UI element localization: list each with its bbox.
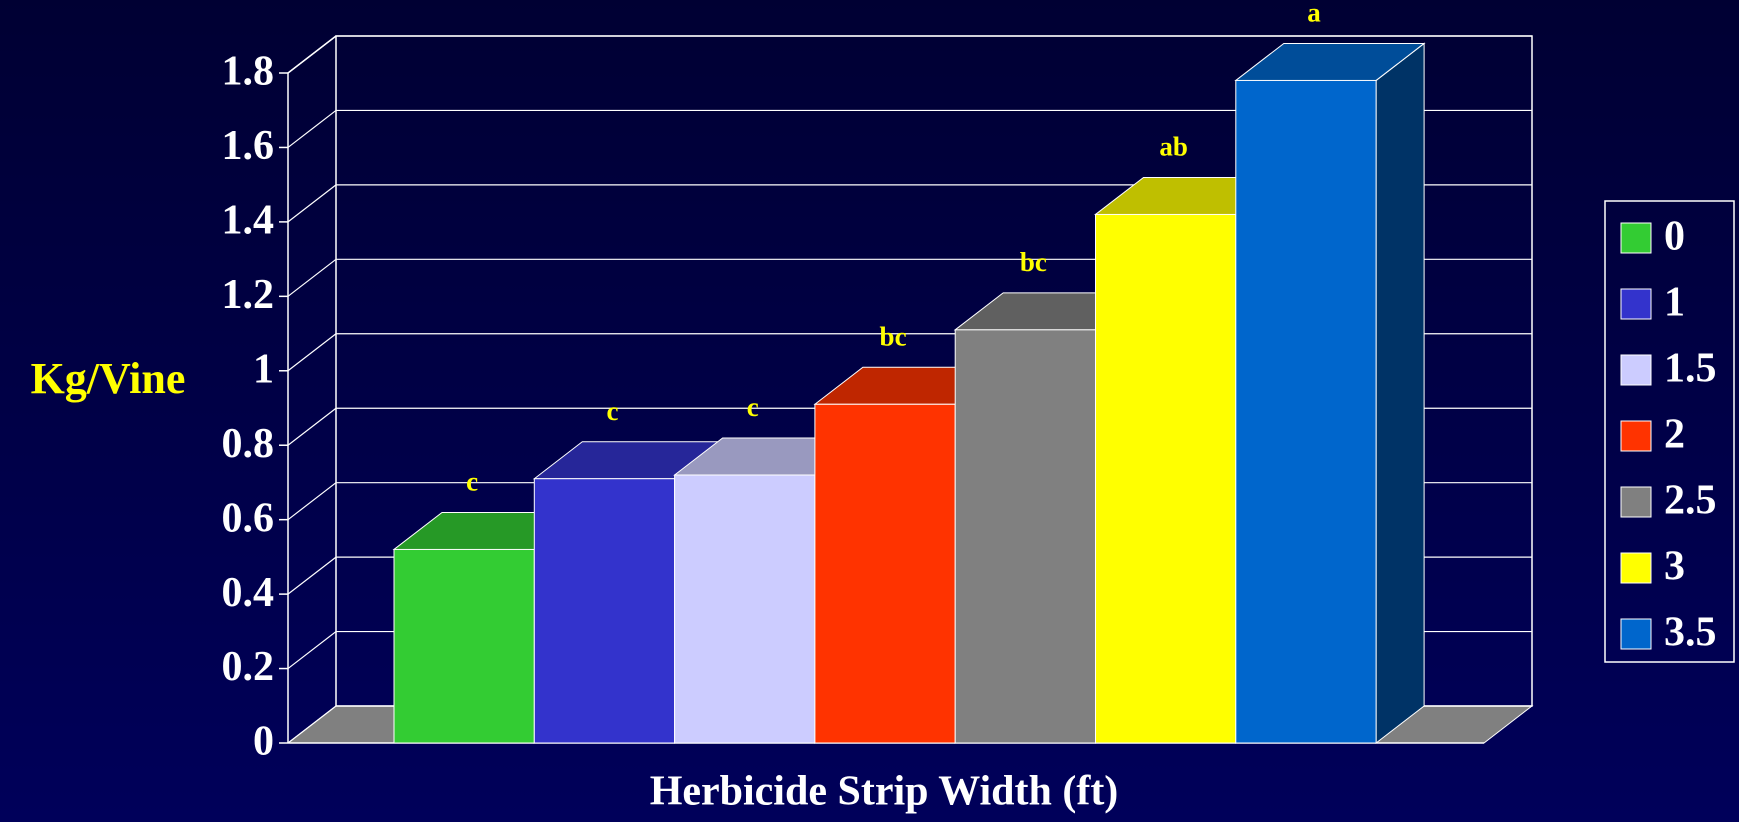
legend-label: 1 (1664, 280, 1685, 326)
significance-letter: c (747, 392, 759, 422)
y-tick-label: 0.2 (222, 644, 275, 690)
x-axis-label: Herbicide Strip Width (ft) (650, 769, 1119, 815)
legend-swatch (1620, 222, 1652, 254)
legend-label: 3 (1664, 544, 1685, 590)
legend-label: 0 (1664, 214, 1685, 260)
bar (814, 403, 956, 744)
significance-letter: c (606, 396, 618, 426)
bar (1235, 79, 1377, 744)
significance-letter: bc (880, 321, 907, 351)
significance-letter: ab (1159, 132, 1188, 162)
y-tick-label: 1.6 (222, 123, 275, 169)
y-tick-label: 0.4 (222, 570, 275, 616)
y-tick-label: 1 (253, 346, 274, 392)
y-axis-label: Kg/Vine (31, 354, 186, 403)
legend-label: 3.5 (1664, 610, 1717, 656)
legend-swatch (1620, 420, 1652, 452)
grid-line (287, 556, 337, 595)
grid-line (287, 258, 337, 297)
grid-line (287, 705, 337, 744)
legend-swatch (1620, 354, 1652, 386)
legend-label: 2.5 (1664, 478, 1717, 524)
significance-letter: bc (1020, 247, 1047, 277)
y-tick-label: 0.8 (222, 421, 275, 467)
legend-label: 1.5 (1664, 346, 1717, 392)
y-tick-label: 0.6 (222, 495, 275, 541)
y-tick-label: 1.4 (222, 198, 275, 244)
legend-swatch (1620, 552, 1652, 584)
legend-box (1604, 200, 1735, 663)
bar (954, 329, 1097, 744)
significance-letter: a (1307, 0, 1321, 28)
grid-line (287, 35, 337, 74)
grid-line (287, 109, 337, 148)
bar (1095, 213, 1237, 744)
legend-swatch (1620, 618, 1652, 650)
y-tick-label: 0 (253, 719, 274, 765)
grid-line (287, 333, 337, 372)
bar (393, 548, 535, 744)
bar (533, 478, 676, 744)
significance-letter: c (466, 467, 478, 497)
legend-swatch (1620, 486, 1652, 518)
grid-line (287, 184, 337, 223)
bar (674, 474, 816, 744)
legend-swatch (1620, 288, 1652, 320)
grid-line (287, 631, 337, 670)
grid-line (287, 407, 337, 446)
bar-side (1375, 42, 1425, 745)
grid-line (287, 482, 337, 521)
legend-label: 2 (1664, 412, 1685, 458)
y-tick-label: 1.2 (222, 272, 275, 318)
y-tick-label: 1.8 (222, 49, 275, 95)
